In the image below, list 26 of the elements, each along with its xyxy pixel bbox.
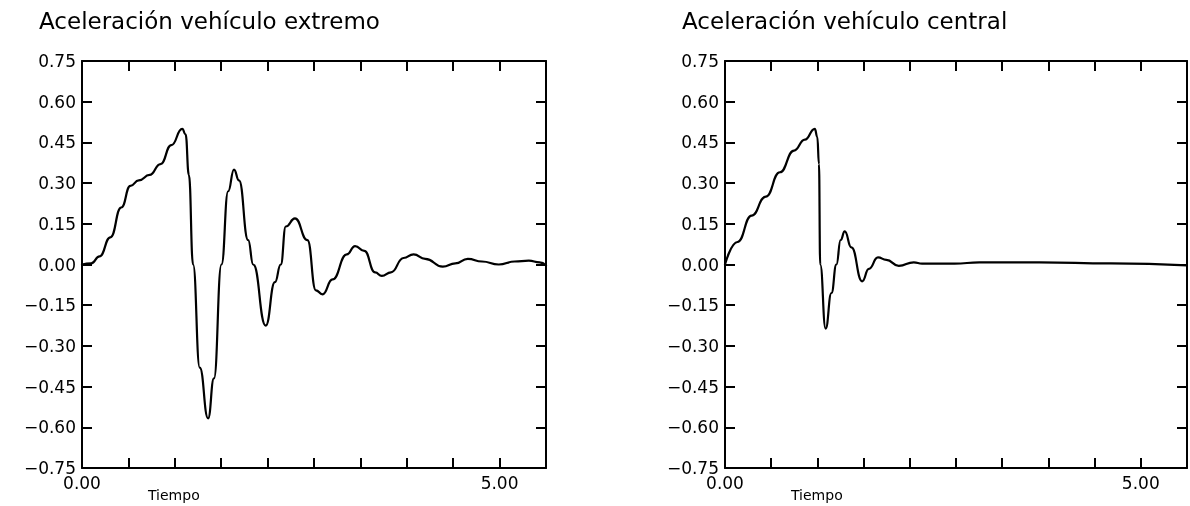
x-tick-label: 5.00 xyxy=(1121,472,1160,493)
y-tick-label: −0.45 xyxy=(666,376,719,397)
y-tick-label: 0.60 xyxy=(38,91,76,112)
chart-title: Aceleración vehículo central xyxy=(682,7,1008,34)
y-tick-label: −0.30 xyxy=(666,335,719,356)
y-tick-label: 0.00 xyxy=(38,254,76,275)
x-tick-label: 5.00 xyxy=(480,472,519,493)
y-tick-label: 0.00 xyxy=(681,254,719,275)
y-tick-label: 0.75 xyxy=(38,51,76,71)
x-axis-title: Tiempo xyxy=(147,487,200,503)
y-tick-label: 0.30 xyxy=(38,173,76,194)
y-tick-label: 0.75 xyxy=(681,51,719,71)
y-tick-label: −0.60 xyxy=(666,417,719,438)
y-tick-label: 0.15 xyxy=(681,213,719,234)
y-tick-label: −0.60 xyxy=(23,417,76,438)
y-tick-label: −0.30 xyxy=(23,335,76,356)
y-tick-label: 0.45 xyxy=(681,132,719,153)
y-tick-label: −0.45 xyxy=(23,376,76,397)
y-tick-label: 0.30 xyxy=(681,173,719,194)
y-tick-label: −0.15 xyxy=(23,295,76,316)
y-tick-label: 0.15 xyxy=(38,213,76,234)
chart-title: Aceleración vehículo extremo xyxy=(39,7,380,34)
y-tick-label: 0.60 xyxy=(681,91,719,112)
y-tick-label: 0.45 xyxy=(38,132,76,153)
y-tick-label: −0.15 xyxy=(666,295,719,316)
x-axis-title: Tiempo xyxy=(790,487,843,503)
